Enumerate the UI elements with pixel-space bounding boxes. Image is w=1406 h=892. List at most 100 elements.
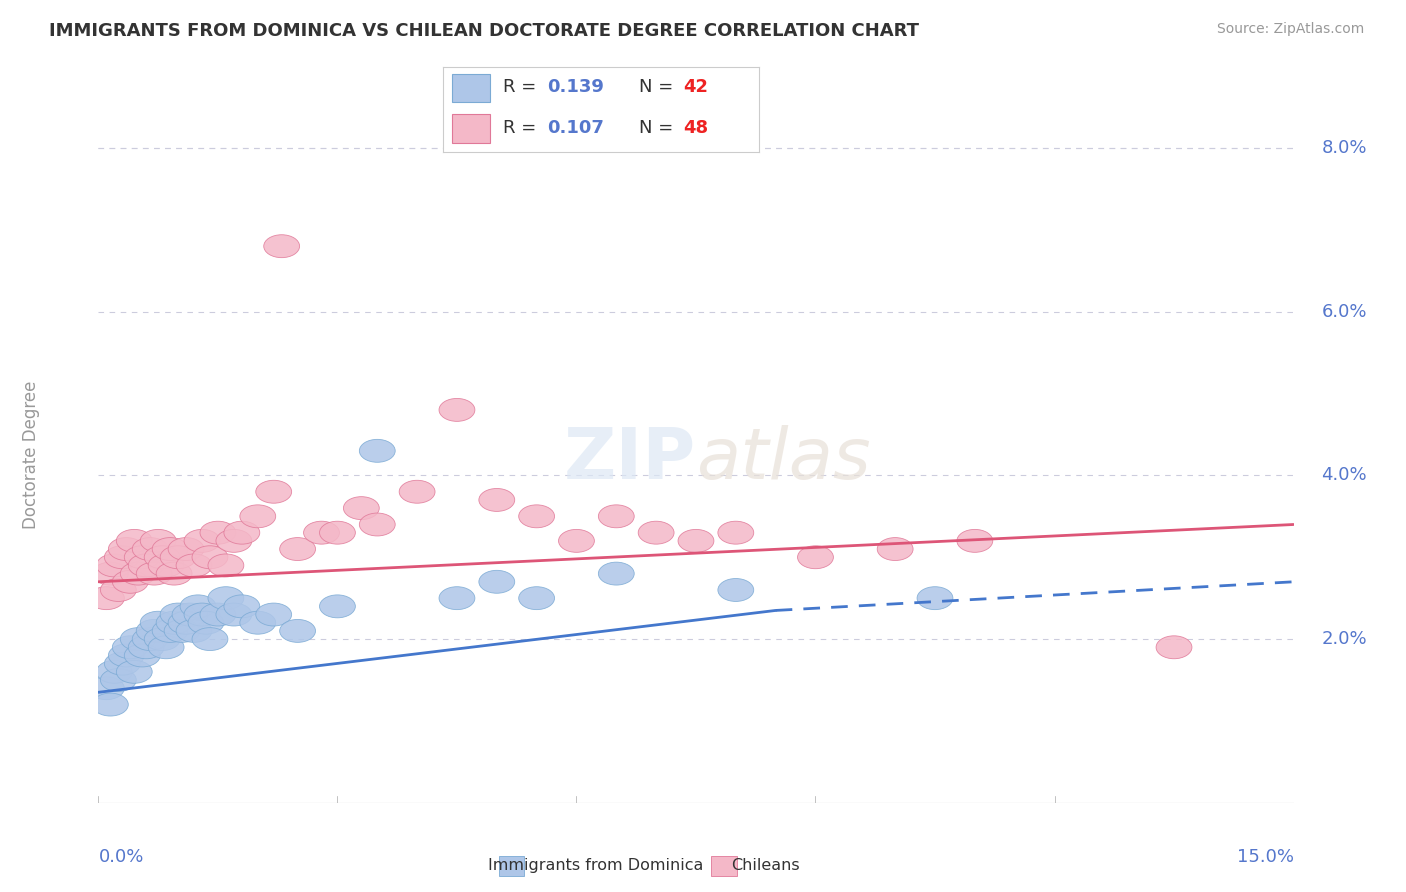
Ellipse shape [104, 546, 141, 569]
Ellipse shape [141, 530, 176, 552]
Ellipse shape [112, 636, 148, 658]
Ellipse shape [360, 440, 395, 462]
Ellipse shape [256, 480, 291, 503]
Ellipse shape [208, 554, 243, 577]
Ellipse shape [208, 587, 243, 609]
Ellipse shape [121, 562, 156, 585]
Ellipse shape [718, 521, 754, 544]
Ellipse shape [224, 595, 260, 618]
Ellipse shape [678, 530, 714, 552]
Ellipse shape [108, 538, 145, 560]
Ellipse shape [877, 538, 912, 560]
Text: 0.139: 0.139 [547, 78, 605, 96]
Ellipse shape [176, 619, 212, 642]
Text: 42: 42 [683, 78, 709, 96]
Ellipse shape [439, 399, 475, 421]
Text: IMMIGRANTS FROM DOMINICA VS CHILEAN DOCTORATE DEGREE CORRELATION CHART: IMMIGRANTS FROM DOMINICA VS CHILEAN DOCT… [49, 22, 920, 40]
Text: R =: R = [503, 119, 541, 136]
Ellipse shape [240, 505, 276, 528]
Ellipse shape [519, 587, 554, 609]
Ellipse shape [152, 538, 188, 560]
Ellipse shape [136, 619, 172, 642]
Ellipse shape [124, 546, 160, 569]
Ellipse shape [97, 554, 132, 577]
Ellipse shape [280, 538, 315, 560]
Ellipse shape [100, 669, 136, 691]
Ellipse shape [121, 628, 156, 650]
Ellipse shape [957, 530, 993, 552]
Ellipse shape [93, 693, 128, 716]
Ellipse shape [169, 538, 204, 560]
Ellipse shape [188, 611, 224, 634]
Ellipse shape [217, 603, 252, 626]
Ellipse shape [136, 562, 172, 585]
Ellipse shape [224, 521, 260, 544]
Ellipse shape [89, 587, 124, 609]
Ellipse shape [479, 489, 515, 511]
Ellipse shape [93, 562, 128, 585]
FancyBboxPatch shape [453, 114, 491, 143]
Ellipse shape [160, 603, 195, 626]
Ellipse shape [97, 660, 132, 683]
Ellipse shape [128, 636, 165, 658]
Ellipse shape [360, 513, 395, 536]
Text: 0.0%: 0.0% [98, 847, 143, 866]
Ellipse shape [217, 530, 252, 552]
Ellipse shape [319, 521, 356, 544]
Ellipse shape [176, 554, 212, 577]
Ellipse shape [117, 660, 152, 683]
Ellipse shape [169, 611, 204, 634]
Ellipse shape [519, 505, 554, 528]
Text: R =: R = [503, 78, 541, 96]
Ellipse shape [558, 530, 595, 552]
Text: atlas: atlas [696, 425, 870, 493]
Ellipse shape [193, 628, 228, 650]
Ellipse shape [240, 611, 276, 634]
Ellipse shape [256, 603, 291, 626]
Text: N =: N = [640, 119, 679, 136]
Text: N =: N = [640, 78, 679, 96]
Ellipse shape [319, 595, 356, 618]
Ellipse shape [184, 530, 219, 552]
Ellipse shape [718, 579, 754, 601]
Ellipse shape [399, 480, 434, 503]
Text: Doctorate Degree: Doctorate Degree [21, 381, 39, 529]
Ellipse shape [304, 521, 339, 544]
Ellipse shape [141, 611, 176, 634]
Ellipse shape [108, 644, 145, 667]
Ellipse shape [439, 587, 475, 609]
Ellipse shape [599, 562, 634, 585]
Ellipse shape [1156, 636, 1192, 658]
Text: 0.107: 0.107 [547, 119, 605, 136]
Ellipse shape [117, 530, 152, 552]
Ellipse shape [132, 538, 169, 560]
FancyBboxPatch shape [453, 74, 491, 103]
Ellipse shape [156, 611, 193, 634]
Text: 15.0%: 15.0% [1236, 847, 1294, 866]
Text: 2.0%: 2.0% [1322, 630, 1367, 648]
Ellipse shape [89, 677, 124, 699]
Text: 48: 48 [683, 119, 709, 136]
Ellipse shape [152, 619, 188, 642]
Ellipse shape [160, 546, 195, 569]
Ellipse shape [280, 619, 315, 642]
Text: Immigrants from Dominica: Immigrants from Dominica [488, 858, 703, 872]
Ellipse shape [184, 603, 219, 626]
Text: 4.0%: 4.0% [1322, 467, 1367, 484]
Ellipse shape [797, 546, 834, 569]
Ellipse shape [100, 579, 136, 601]
Ellipse shape [193, 546, 228, 569]
Ellipse shape [124, 644, 160, 667]
Ellipse shape [128, 554, 165, 577]
Ellipse shape [599, 505, 634, 528]
Ellipse shape [638, 521, 673, 544]
Ellipse shape [264, 235, 299, 258]
Ellipse shape [112, 570, 148, 593]
Ellipse shape [343, 497, 380, 519]
Text: ZIP: ZIP [564, 425, 696, 493]
Ellipse shape [148, 554, 184, 577]
Ellipse shape [917, 587, 953, 609]
Text: Source: ZipAtlas.com: Source: ZipAtlas.com [1216, 22, 1364, 37]
Ellipse shape [479, 570, 515, 593]
Ellipse shape [132, 628, 169, 650]
